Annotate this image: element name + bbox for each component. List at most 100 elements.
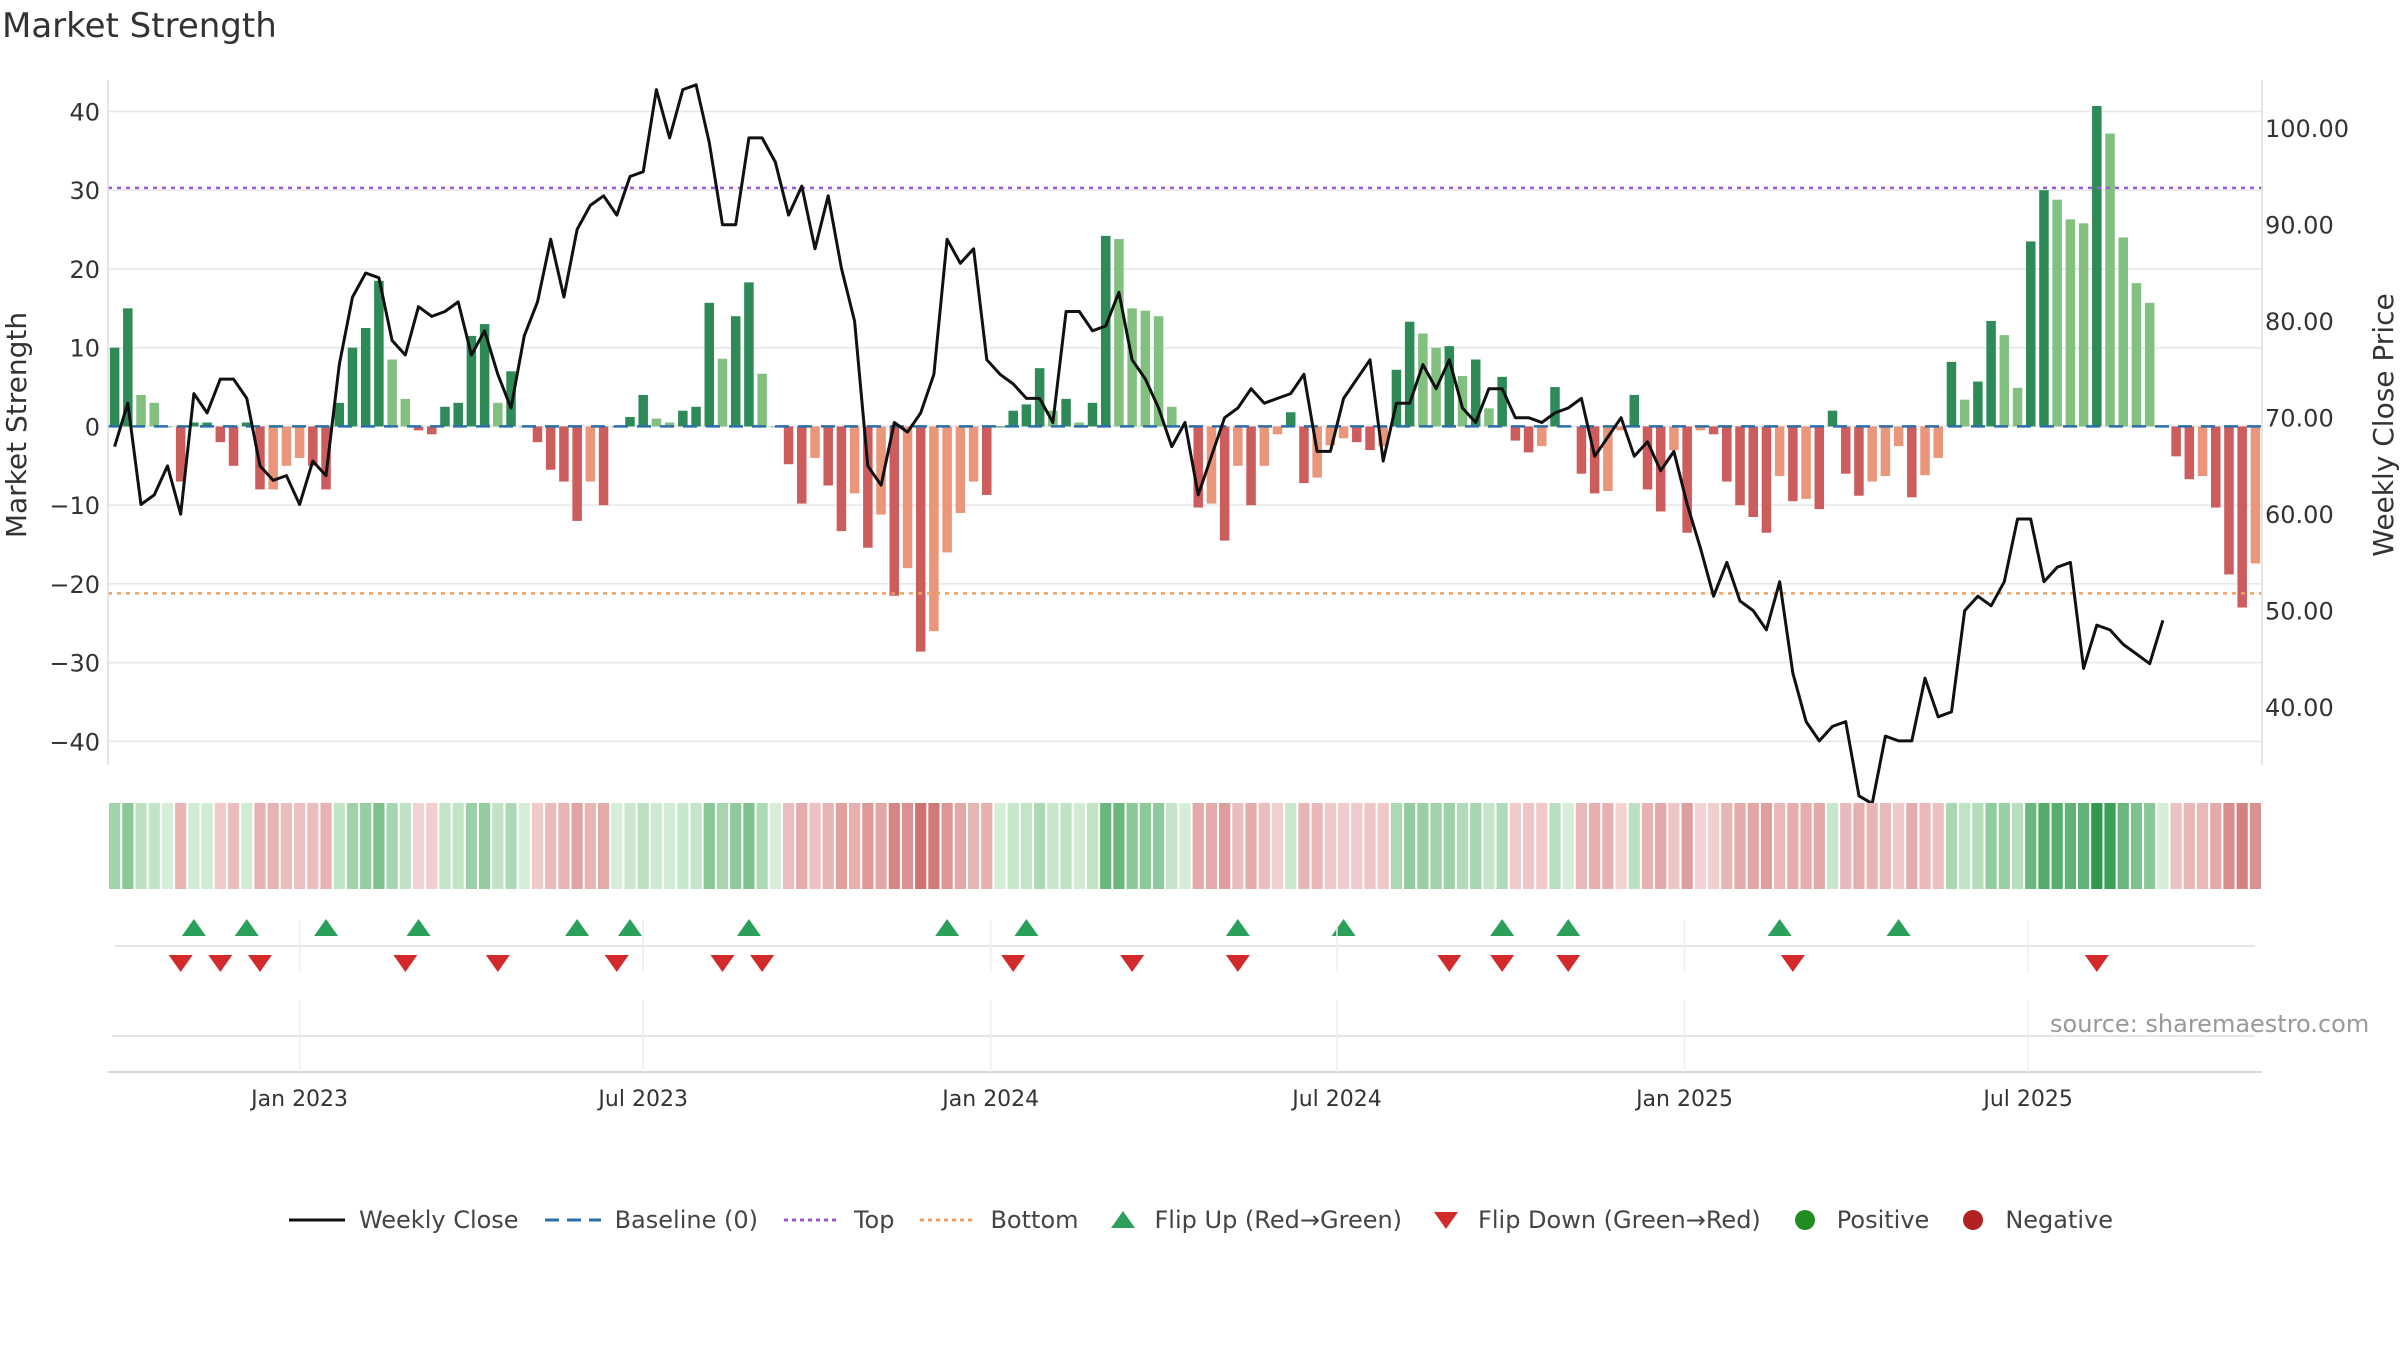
strength-bar <box>440 406 450 427</box>
strength-strip-cell <box>399 803 411 889</box>
flip-down-marker <box>1490 955 1515 972</box>
strength-strip-cell <box>1470 803 1482 889</box>
strength-bar <box>1999 335 2010 427</box>
strength-bar <box>1206 426 1217 504</box>
x-tick-label: Jul 2025 <box>1981 1087 2073 1112</box>
flip-down-marker <box>1120 955 1145 972</box>
strength-strip-cell <box>1892 803 1905 889</box>
strength-bar <box>1299 426 1309 484</box>
x-tick-label: Jan 2024 <box>940 1087 1039 1112</box>
legend-baseline: Baseline (0) <box>543 1206 758 1234</box>
strength-bar <box>625 416 635 427</box>
strength-bar <box>2210 426 2221 508</box>
strength-bar <box>1140 310 1151 427</box>
strength-bar <box>493 402 503 427</box>
strength-bar <box>175 426 186 482</box>
strength-strip-cell <box>1959 803 1971 889</box>
strength-strip-cell <box>1615 803 1627 889</box>
line-swatch-icon <box>288 1218 345 1222</box>
strength-bar <box>1510 426 1521 441</box>
strength-strip-cell <box>1879 803 1891 889</box>
flip-down-marker <box>168 955 193 972</box>
strength-bar <box>2092 105 2102 427</box>
strength-bar <box>466 335 477 427</box>
legend-label: Positive <box>1836 1206 1930 1234</box>
y-tick-label: 0 <box>85 413 100 441</box>
strength-strip-cell <box>1417 803 1429 889</box>
strength-bar <box>1669 426 1679 451</box>
strength-bar <box>572 426 582 521</box>
strength-strip-cell <box>333 803 345 889</box>
strength-bar <box>2065 219 2076 427</box>
strength-strip-cell <box>1562 803 1574 889</box>
strength-bar <box>281 426 292 466</box>
strength-bar <box>1603 426 1613 491</box>
strength-strip-cell <box>1549 803 1561 889</box>
legend-bottom: Bottom <box>918 1206 1079 1234</box>
strength-bar <box>1444 346 1455 427</box>
strength-strip-cell <box>109 803 121 889</box>
x-tick-label: Jan 2023 <box>249 1087 348 1112</box>
strength-strip-cell <box>1496 803 1508 889</box>
legend-label: Flip Down (Green→Red) <box>1478 1206 1761 1234</box>
strength-bar <box>2078 223 2089 427</box>
strength-bar <box>308 426 318 466</box>
strength-strip-cell <box>928 803 940 889</box>
strength-bar <box>1761 426 1772 533</box>
strength-bar <box>757 373 767 427</box>
strength-strip-cell <box>624 803 636 889</box>
y-tick-label: 20 <box>69 256 100 284</box>
strength-strip-cell <box>1219 803 1231 889</box>
strength-bar <box>1933 426 1943 458</box>
flip-up-marker <box>1767 919 1792 936</box>
strength-strip-cell <box>2025 803 2037 889</box>
strength-bar <box>1272 426 1283 435</box>
strength-strip-cell <box>1390 803 1403 889</box>
strength-strip-cell <box>2064 803 2076 889</box>
strength-bar <box>651 418 662 427</box>
flip-up-marker <box>1014 919 1039 936</box>
strength-strip-cell <box>1985 803 1997 889</box>
legend-label: Top <box>853 1206 895 1234</box>
strength-bar <box>2184 426 2195 480</box>
strength-strip-cell <box>360 803 372 889</box>
strength-bar <box>136 394 146 427</box>
strength-strip-cell <box>2104 803 2116 889</box>
strength-strip-cell <box>1589 803 1601 889</box>
strength-strip-cell <box>1826 803 1839 889</box>
strength-strip-cell <box>307 803 319 889</box>
strength-strip-cell <box>2157 803 2169 889</box>
source-note: source: sharemaestro.com <box>2050 1010 2370 1038</box>
strength-strip-cell <box>2130 803 2143 889</box>
legend-flip-down: Flip Down (Green→Red) <box>1426 1206 1761 1234</box>
legend-label: Bottom <box>990 1206 1079 1234</box>
x-axis: Jan 2023 Jul 2023 Jan 2024 Jul 2024 Jan 2025… <box>108 920 2262 1112</box>
strength-bar <box>942 426 952 553</box>
strength-strip-cell <box>584 803 596 889</box>
strength-bar <box>1457 376 1468 427</box>
strength-strip-cell <box>849 803 861 889</box>
strength-strip-cell <box>954 803 966 889</box>
reference-lines <box>108 186 2262 595</box>
strength-bar <box>902 426 913 569</box>
strength-strip-cell <box>1774 803 1786 889</box>
flip-down-marker <box>208 955 233 972</box>
strength-strip-cell <box>1166 803 1178 889</box>
flip-down-marker <box>247 955 272 972</box>
strength-strip-cell <box>1919 803 1931 889</box>
strength-strip-cell <box>531 803 544 889</box>
strength-strip-cell <box>1787 803 1799 889</box>
strength-bar <box>1788 426 1798 502</box>
strength-bar <box>241 422 252 427</box>
strength-bar <box>915 426 926 652</box>
strength-strip-cell <box>148 803 160 889</box>
strength-bar <box>1021 404 1032 427</box>
strength-strip-cell <box>320 803 332 889</box>
strength-strip-cell <box>1258 803 1270 889</box>
strength-bar <box>2237 426 2247 608</box>
strength-strip-cell <box>1298 803 1310 889</box>
strength-strip-cell <box>862 803 874 889</box>
strength-bar <box>1285 412 1296 427</box>
strength-strip-cell <box>1972 803 1984 889</box>
strength-bar <box>123 308 133 427</box>
